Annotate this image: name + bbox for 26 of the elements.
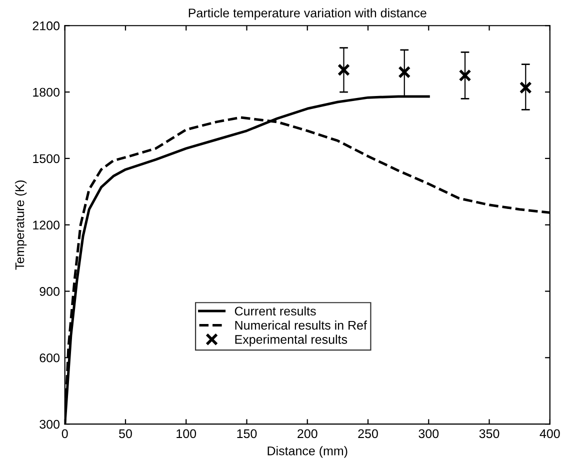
y-tick-label: 900 (40, 287, 60, 296)
point (338, 64, 350, 76)
x-tick-label: 100 (176, 429, 196, 438)
x-tick-label: 200 (298, 429, 318, 438)
point (458, 69, 472, 82)
x-axis-title: Distance (mm) (268, 446, 348, 458)
x-tick-label: 50 (119, 429, 132, 438)
point (519, 81, 532, 94)
y-tick-label: 600 (40, 353, 60, 362)
x-tick-label: 300 (418, 429, 439, 438)
point (398, 66, 411, 78)
y-tick-label: 300 (40, 420, 60, 429)
x-tick-label: 250 (358, 429, 378, 438)
legend-label: Experimental results (235, 334, 348, 346)
x-tick-label: 400 (540, 429, 560, 438)
legend-label: Current results (234, 306, 316, 316)
y-tick-label: 1800 (33, 88, 60, 97)
x-tick-label: 350 (479, 429, 500, 438)
y-tick-label: 1500 (33, 154, 60, 164)
y-axis-title: Temperature (K) (14, 180, 27, 270)
y-tick-label: 1200 (33, 220, 60, 230)
legend-label: Numerical results in Ref (235, 320, 367, 330)
y-tick-label: 2100 (32, 21, 60, 30)
x-tick-label: 150 (237, 429, 257, 438)
chart-title: Particle temperature variation with distance (188, 8, 426, 20)
x-tick-label: 0 (62, 429, 68, 438)
